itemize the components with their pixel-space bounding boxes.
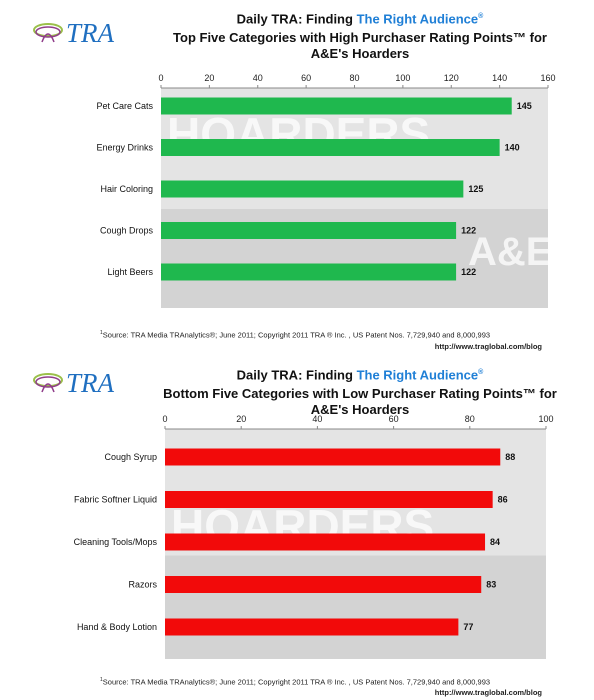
- source-text: Source: TRA Media TRAnalytics®; June 201…: [102, 677, 491, 687]
- x-tick-label: 0: [158, 73, 163, 83]
- source-footnote: 1: [100, 677, 103, 683]
- bar: [165, 618, 459, 636]
- category-label: Energy Drinks: [96, 143, 153, 153]
- data-label: 77: [463, 622, 473, 632]
- x-tick-label: 80: [465, 414, 475, 424]
- logo-text: TRA: [66, 18, 115, 46]
- x-tick-label: 100: [395, 73, 410, 83]
- chart-title-line2: A&E's Hoarders: [310, 402, 410, 418]
- data-label: 83: [486, 580, 496, 590]
- data-label: 125: [468, 184, 483, 194]
- source-text: Source: TRA Media TRAnalytics®; June 201…: [102, 330, 491, 340]
- bar: [165, 448, 501, 466]
- data-label: 88: [505, 452, 515, 462]
- chart-title-line1: Top Five Categories with High Purchaser …: [173, 30, 547, 46]
- bottom-chart-panel: TRA Daily TRA: Finding The Right Audienc…: [0, 362, 594, 700]
- registered-mark: ®: [478, 369, 484, 376]
- data-label: 84: [490, 537, 500, 547]
- panel-header: Daily TRA: Finding The Right Audience® B…: [150, 364, 570, 418]
- x-tick-label: 140: [492, 73, 507, 83]
- bar: [161, 222, 457, 239]
- bar: [161, 263, 457, 281]
- bar: [165, 533, 486, 551]
- x-tick-label: 60: [389, 414, 399, 424]
- category-label: Cough Syrup: [104, 452, 157, 462]
- plot-background-shade: [165, 555, 546, 659]
- blog-url[interactable]: http://www.traglobal.com/blog: [434, 688, 542, 697]
- category-label: Razors: [128, 580, 157, 590]
- data-label: 86: [498, 495, 508, 505]
- header-prefix: Daily TRA: Finding: [236, 367, 357, 383]
- category-label: Cleaning Tools/Mops: [74, 537, 158, 547]
- bar: [165, 576, 482, 593]
- blog-url[interactable]: http://www.traglobal.com/blog: [434, 342, 542, 351]
- category-label: Hand & Body Lotion: [77, 622, 157, 632]
- header-accent: The Right Audience: [356, 11, 479, 27]
- category-label: Fabric Softner Liquid: [74, 495, 157, 505]
- x-tick-label: 40: [312, 414, 322, 424]
- data-label: 122: [461, 226, 476, 236]
- category-label: Light Beers: [107, 267, 153, 277]
- data-label: 140: [505, 143, 520, 153]
- x-tick-label: 40: [253, 73, 263, 83]
- x-tick-label: 20: [236, 414, 246, 424]
- bar: [161, 97, 512, 115]
- top-chart-panel: TRA Daily TRA: Finding The Right Audienc…: [33, 8, 570, 351]
- x-tick-label: 20: [204, 73, 214, 83]
- source-note: 1Source: TRA Media TRAnalytics®; June 20…: [100, 677, 490, 687]
- tra-logo: TRA: [33, 18, 115, 46]
- data-label: 145: [517, 101, 532, 111]
- tra-logo: TRA: [33, 368, 115, 396]
- source-note: 1Source: TRA Media TRAnalytics®; June 20…: [100, 330, 490, 340]
- bar: [165, 491, 493, 508]
- category-label: Hair Coloring: [100, 184, 153, 194]
- header-line: Daily TRA: Finding The Right Audience®: [150, 8, 570, 27]
- panel-header: Daily TRA: Finding The Right Audience® T…: [150, 8, 570, 62]
- registered-mark: ®: [478, 13, 484, 20]
- chart-title-line1: Bottom Five Categories with Low Purchase…: [163, 386, 557, 402]
- x-tick-label: 80: [349, 73, 359, 83]
- x-tick-label: 60: [301, 73, 311, 83]
- category-label: Pet Care Cats: [96, 101, 153, 111]
- data-label: 122: [461, 267, 476, 277]
- header-accent: The Right Audience: [356, 367, 479, 383]
- source-footnote: 1: [100, 330, 103, 336]
- bar: [161, 139, 500, 156]
- x-tick-label: 100: [538, 414, 553, 424]
- header-line: Daily TRA: Finding The Right Audience®: [150, 364, 570, 383]
- x-tick-label: 120: [444, 73, 459, 83]
- header-prefix: Daily TRA: Finding: [236, 11, 357, 27]
- logo-text: TRA: [66, 368, 115, 396]
- bar: [161, 180, 464, 198]
- background-watermark-text: A&E: [468, 230, 552, 274]
- chart-title-line2: A&E's Hoarders: [310, 46, 410, 62]
- x-tick-label: 160: [540, 73, 555, 83]
- x-tick-label: 0: [162, 414, 167, 424]
- category-label: Cough Drops: [100, 226, 154, 236]
